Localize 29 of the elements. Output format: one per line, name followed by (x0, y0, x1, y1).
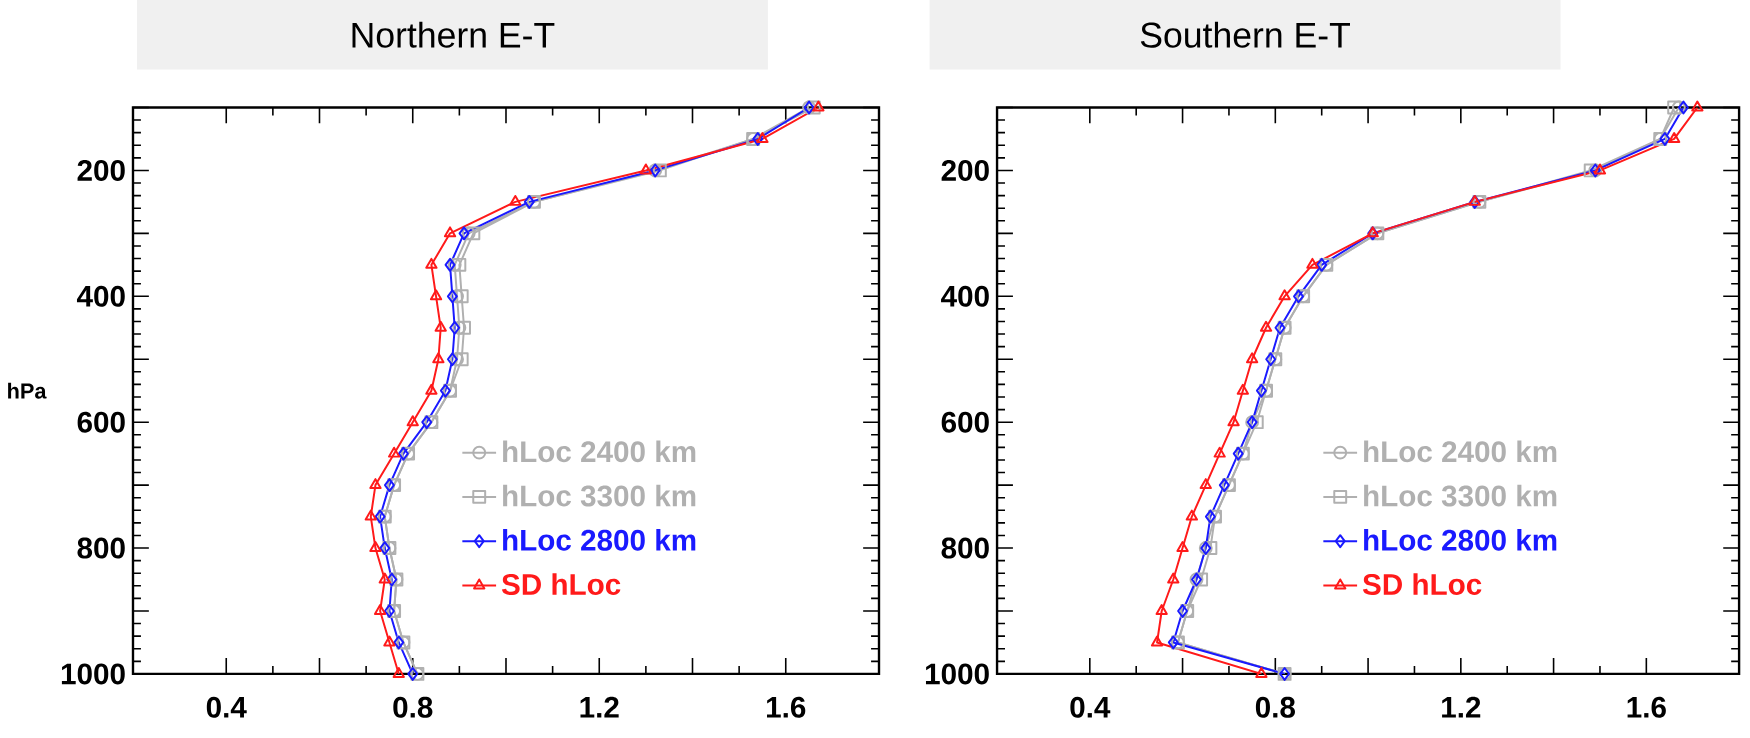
y-tick-label: 400 (76, 285, 125, 307)
y-tick-label: 800 (77, 537, 125, 559)
x-tick-label: 0.8 (1255, 696, 1295, 718)
chart-title: Southern E-T (1140, 21, 1350, 48)
y-tick-label: 600 (941, 411, 989, 433)
y-tick-label: 200 (941, 159, 989, 181)
legend-label: hLoc 2400 km (503, 440, 696, 463)
legend-label: SD hLoc (1362, 573, 1482, 596)
y-tick-label: 1000 (925, 663, 989, 685)
x-tick-label: 0.8 (393, 696, 433, 718)
legend-label: hLoc 3300 km (503, 484, 696, 507)
y-tick-label: 600 (77, 411, 125, 433)
y-tick-label: 400 (941, 285, 989, 307)
x-tick-label: 1.6 (767, 696, 806, 718)
x-tick-label: 1.2 (1442, 696, 1481, 718)
x-tick-label: 0.4 (1070, 696, 1111, 718)
legend-label: hLoc 2800 km (1364, 529, 1557, 551)
legend-label: hLoc 3300 km (1364, 484, 1557, 507)
legend-label: hLoc 2400 km (1364, 440, 1557, 463)
chart-title: Northern E-T (352, 21, 555, 48)
legend-label: SD hLoc (501, 573, 621, 596)
y-axis-title: hPa (8, 382, 47, 399)
x-tick-label: 1.2 (580, 696, 619, 718)
x-tick-label: 1.6 (1627, 696, 1666, 718)
y-tick-label: 200 (77, 159, 125, 181)
y-tick-label: 800 (941, 537, 989, 559)
y-tick-label: 1000 (61, 663, 125, 685)
x-tick-label: 0.4 (206, 696, 247, 718)
legend-label: hLoc 2800 km (503, 529, 696, 551)
